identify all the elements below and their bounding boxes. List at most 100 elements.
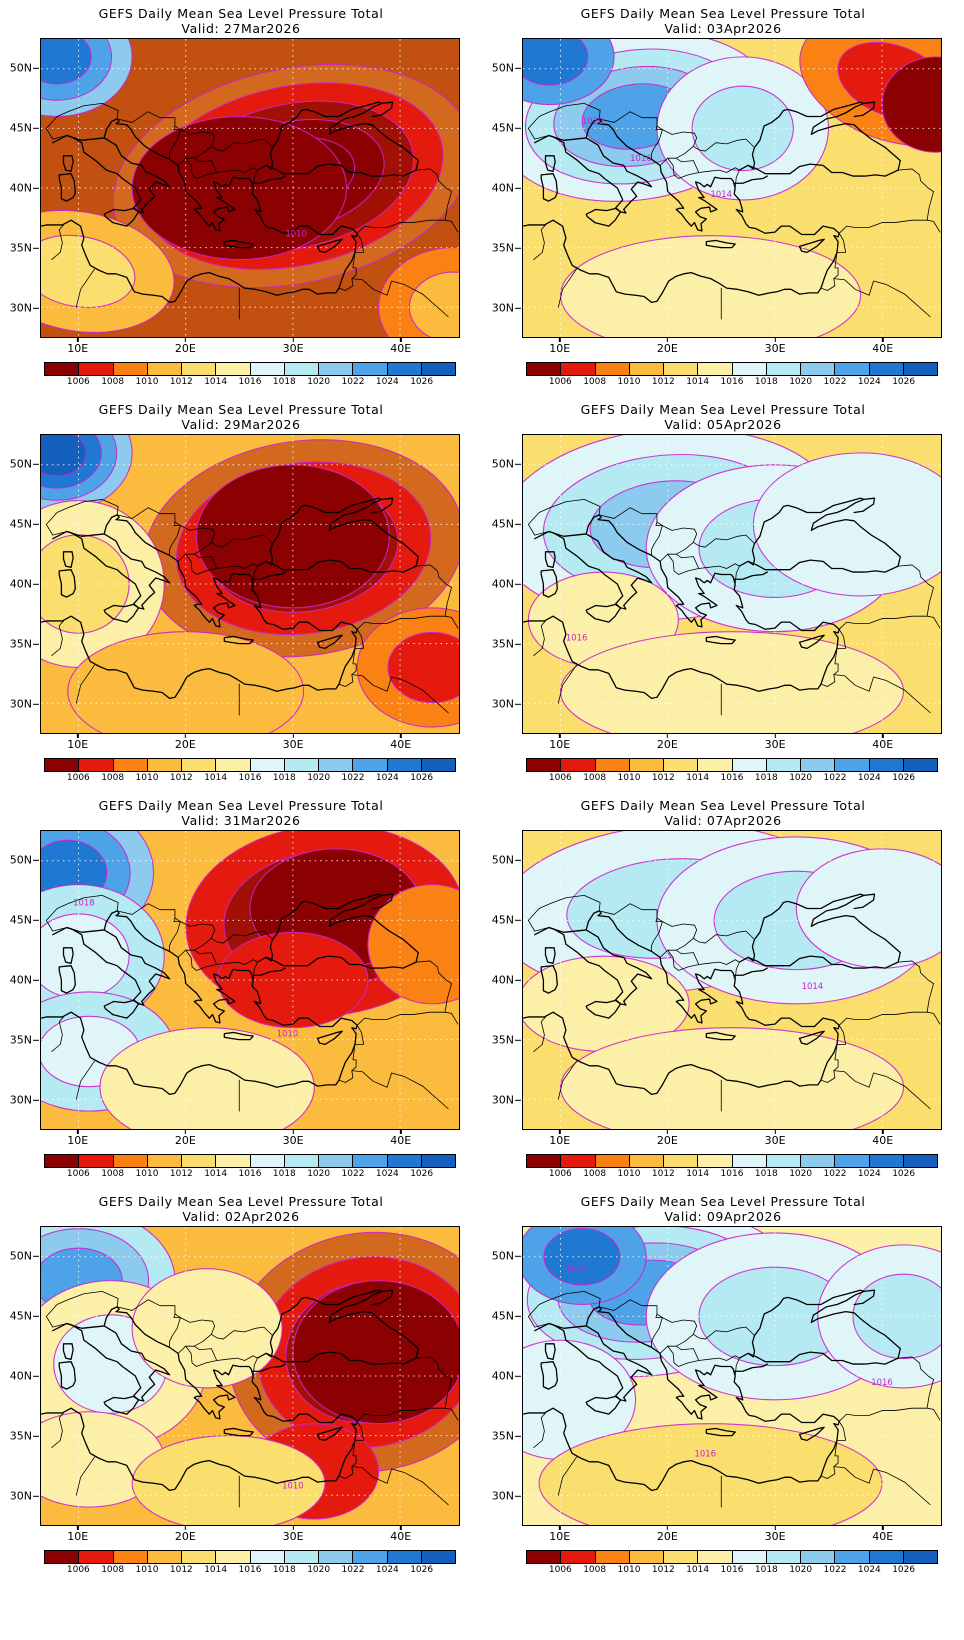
map-plot-area: 1020 1016 1014	[522, 38, 942, 338]
longitude-tick-label: 10E	[67, 1525, 88, 1543]
colorbar-swatch	[835, 1155, 870, 1167]
axis-tick-mark	[515, 643, 521, 645]
axis-tick-mark	[33, 703, 39, 705]
colorbar-swatch	[79, 759, 114, 771]
forecast-panel: GEFS Daily Mean Sea Level Pressure Total…	[482, 792, 964, 1188]
colorbar-swatch	[147, 363, 182, 375]
colorbar-tick: 1024	[375, 773, 399, 783]
colorbar-swatch	[182, 1155, 217, 1167]
latitude-tick-text: 40N	[9, 181, 32, 195]
longitude-tick-label: 40E	[872, 337, 893, 355]
longitude-tick-text: 40E	[872, 1530, 894, 1543]
colorbar-swatch	[387, 363, 422, 375]
longitude-tick-label: 40E	[390, 337, 411, 355]
longitude-axis: 10E 20E 30E 40E	[522, 337, 942, 358]
panel-title: GEFS Daily Mean Sea Level Pressure Total	[580, 402, 866, 417]
colorbar-tick: 1018	[272, 773, 296, 783]
colorbar-swatch	[869, 363, 904, 375]
colorbar-swatch	[421, 1551, 455, 1563]
panel-title-block: GEFS Daily Mean Sea Level Pressure Total…	[0, 396, 482, 432]
colorbar-swatch	[869, 1551, 904, 1563]
latitude-tick-label: 45N	[10, 1310, 39, 1323]
latitude-tick-text: 30N	[491, 301, 514, 315]
axis-tick-mark	[774, 1129, 776, 1134]
latitude-tick-label: 40N	[9, 181, 39, 195]
panel-title-block: GEFS Daily Mean Sea Level Pressure Total…	[482, 1188, 964, 1224]
map-frame: 1010	[40, 1226, 460, 1526]
colorbar-tick: 1020	[789, 1169, 813, 1179]
panel-title: GEFS Daily Mean Sea Level Pressure Total	[98, 798, 384, 813]
axis-tick-mark	[76, 337, 79, 342]
longitude-tick-text: 30E	[282, 1530, 304, 1543]
colorbar-swatch	[421, 363, 455, 375]
colorbar-swatch	[595, 1551, 630, 1563]
latitude-tick-label: 35N	[10, 1430, 39, 1443]
colorbar-tick: 1014	[686, 1565, 710, 1575]
latitude-tick-label: 35N	[10, 638, 39, 651]
latitude-tick-label: 30N	[9, 301, 39, 315]
colorbar-swatch	[250, 363, 285, 375]
colorbar-swatch	[147, 1155, 182, 1167]
colorbar-swatch	[113, 1155, 148, 1167]
axis-tick-mark	[33, 1255, 39, 1257]
latitude-tick-text: 30N	[9, 301, 32, 315]
axis-tick-mark	[515, 1435, 521, 1437]
latitude-tick-label: 35N	[491, 241, 521, 255]
latitude-tick-text: 45N	[9, 121, 32, 135]
map-plot-area: 1016	[522, 434, 942, 734]
map-plot-area: 1010	[40, 1226, 460, 1526]
colorbar-swatch	[595, 759, 630, 771]
longitude-tick-text: 10E	[67, 1134, 89, 1147]
colorbar-tick-labels: 1006 1008 1010 1012 1014 1016 1018 1020 1022 1024…	[44, 1564, 456, 1578]
colorbar-swatch	[698, 1551, 733, 1563]
colorbar-swatch	[45, 1551, 80, 1563]
latitude-tick-label: 40N	[10, 974, 39, 987]
latitude-tick-label: 30N	[492, 1490, 521, 1503]
colorbar-swatch	[629, 363, 664, 375]
colorbar-swatch	[353, 1155, 388, 1167]
longitude-axis: 10E 20E 30E 40E	[40, 337, 460, 358]
colorbar-tick: 1018	[272, 1169, 296, 1179]
longitude-tick-label: 30E	[283, 337, 304, 355]
colorbar-swatch	[561, 759, 596, 771]
colorbar-tick: 1016	[238, 1169, 262, 1179]
latitude-tick-label: 45N	[492, 914, 521, 927]
pressure-filled-contours	[523, 39, 941, 337]
colorbar-tick-labels: 1006 1008 1010 1012 1014 1016 1018 1020 1022 1024…	[44, 1168, 456, 1182]
axis-tick-mark	[76, 733, 79, 738]
colorbar-swatch	[903, 1551, 937, 1563]
axis-tick-mark	[515, 463, 521, 465]
panel-title: GEFS Daily Mean Sea Level Pressure Total	[580, 6, 866, 21]
longitude-axis: 10E 20E 30E 40E	[40, 1525, 460, 1546]
colorbar-tick: 1012	[169, 1169, 193, 1179]
colorbar-tick: 1024	[375, 1169, 399, 1179]
colorbar-tick: 1016	[238, 377, 262, 387]
longitude-axis: 10E 20E 30E 40E	[522, 1129, 942, 1150]
latitude-tick-label: 40N	[492, 578, 521, 591]
colorbar-tick: 1014	[204, 773, 228, 783]
longitude-tick-text: 40E	[390, 1134, 412, 1147]
panel-title: GEFS Daily Mean Sea Level Pressure Total	[580, 798, 866, 813]
colorbar-tick: 1006	[66, 1565, 90, 1575]
latitude-tick-text: 35N	[491, 241, 514, 255]
colorbar-tick-labels: 1006 1008 1010 1012 1014 1016 1018 1020 1022 1024…	[44, 772, 456, 786]
panel-title-block: GEFS Daily Mean Sea Level Pressure Total…	[482, 396, 964, 432]
longitude-tick-label: 20E	[657, 337, 678, 355]
longitude-tick-text: 40E	[872, 738, 894, 751]
colorbar-tick: 1008	[583, 1565, 607, 1575]
axis-tick-mark	[515, 859, 521, 861]
latitude-tick-label: 35N	[492, 1430, 521, 1443]
colorbar-swatch	[319, 759, 354, 771]
latitude-tick-text: 40N	[491, 181, 514, 195]
latitude-tick-label: 50N	[492, 1250, 521, 1263]
latitude-axis: 50N 45N 40N 35N 30N	[482, 1226, 522, 1526]
latitude-tick-label: 45N	[10, 914, 39, 927]
colorbar-swatch	[664, 1551, 699, 1563]
colorbar-tick: 1022	[823, 377, 847, 387]
longitude-tick-text: 30E	[764, 738, 786, 751]
longitude-tick-label: 20E	[175, 1525, 196, 1543]
panel-grid: GEFS Daily Mean Sea Level Pressure Total…	[0, 6, 964, 1578]
axis-tick-mark	[515, 703, 521, 705]
latitude-tick-label: 50N	[492, 62, 521, 75]
colorbar-swatch	[869, 759, 904, 771]
